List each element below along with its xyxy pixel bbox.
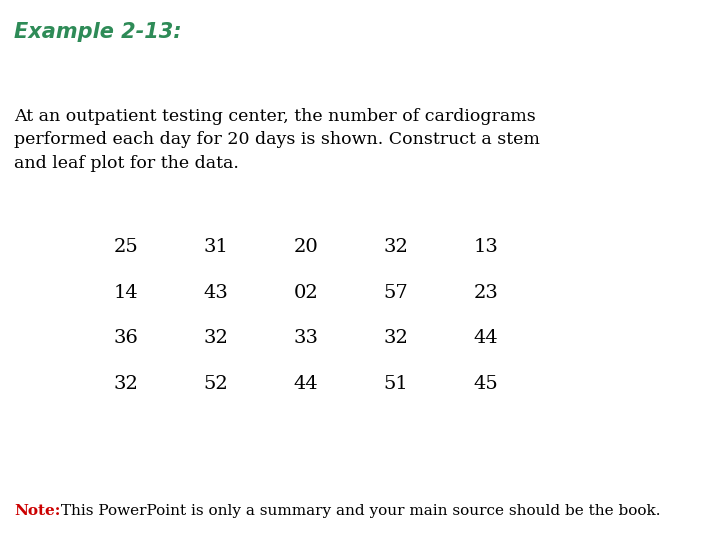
Text: 25: 25 xyxy=(114,238,138,255)
Text: 44: 44 xyxy=(474,329,498,347)
Text: 32: 32 xyxy=(384,329,408,347)
Text: Example 2-13:: Example 2-13: xyxy=(14,22,182,42)
Text: 20: 20 xyxy=(294,238,318,255)
Text: 32: 32 xyxy=(384,238,408,255)
Text: 33: 33 xyxy=(294,329,318,347)
Text: 57: 57 xyxy=(384,284,408,301)
Text: 52: 52 xyxy=(204,375,228,393)
Text: Note:: Note: xyxy=(14,504,60,518)
Text: 13: 13 xyxy=(474,238,498,255)
Text: 23: 23 xyxy=(474,284,498,301)
Text: 02: 02 xyxy=(294,284,318,301)
Text: At an outpatient testing center, the number of cardiograms
performed each day fo: At an outpatient testing center, the num… xyxy=(14,108,540,172)
Text: 14: 14 xyxy=(114,284,138,301)
Text: 51: 51 xyxy=(384,375,408,393)
Text: 36: 36 xyxy=(114,329,138,347)
Text: 31: 31 xyxy=(204,238,228,255)
Text: 44: 44 xyxy=(294,375,318,393)
Text: This PowerPoint is only a summary and your main source should be the book.: This PowerPoint is only a summary and yo… xyxy=(56,504,661,518)
Text: 32: 32 xyxy=(204,329,228,347)
Text: 32: 32 xyxy=(114,375,138,393)
Text: 45: 45 xyxy=(474,375,498,393)
Text: 43: 43 xyxy=(204,284,228,301)
